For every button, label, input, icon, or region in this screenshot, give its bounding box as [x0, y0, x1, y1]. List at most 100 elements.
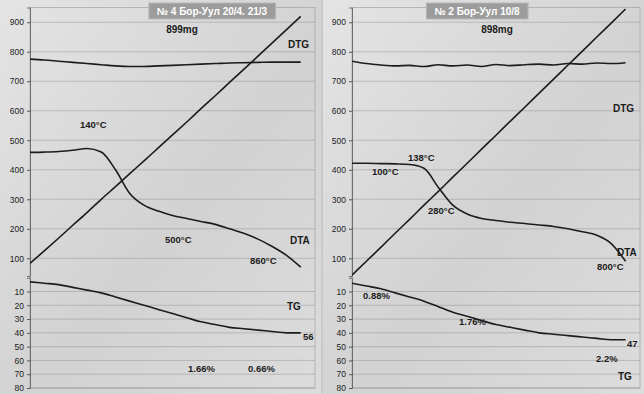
tick: 700 [10, 76, 30, 86]
series-label: TG [618, 371, 632, 382]
annotation: 500°C [165, 234, 192, 245]
tick-label: 200 [10, 224, 24, 234]
plot-area [352, 9, 626, 275]
grid-line [352, 305, 640, 306]
panel: 1002003004005006007008009001020304050607… [323, 0, 644, 394]
tick: 60 [15, 356, 30, 366]
tick-mark [349, 374, 352, 375]
grid-line [352, 291, 640, 292]
grid-line [30, 199, 315, 200]
grid-line [30, 291, 315, 292]
tick-label: 300 [332, 195, 346, 205]
tick-mark [27, 347, 30, 348]
panel: 1002003004005006007008009001020304050607… [0, 0, 321, 394]
grid-line [30, 319, 315, 320]
grid-line [352, 388, 640, 389]
tick-mark [27, 170, 30, 171]
tick-label: 10 [337, 287, 347, 297]
annotation: 100°C [372, 166, 399, 177]
tick-mark [349, 140, 352, 141]
tick: 200 [332, 224, 352, 234]
grid [30, 22, 315, 388]
series-label: TG [287, 301, 301, 312]
tick: 60 [337, 356, 352, 366]
tick-mark [349, 319, 352, 320]
tick-label: 60 [337, 356, 347, 366]
tick: 600 [332, 106, 352, 116]
panel-background [0, 0, 321, 394]
tick-mark [349, 170, 352, 171]
tick-label: 900 [10, 17, 24, 27]
tick-mark [349, 22, 352, 23]
tick-mark [27, 81, 30, 82]
tick: 500 [332, 135, 352, 145]
tick-mark [27, 388, 30, 389]
annotation: 140°C [80, 119, 107, 130]
tick-mark [349, 388, 352, 389]
title: № 2 Бор-Уул 10/8 [434, 6, 520, 17]
series-label: DTG [613, 103, 634, 114]
grid-line [352, 332, 640, 333]
annotation: 280°C [428, 205, 455, 216]
tick: 30 [337, 314, 352, 324]
panel-background [323, 0, 644, 394]
tick-label: 800 [332, 47, 346, 57]
plot-area [352, 283, 626, 340]
tick: 300 [10, 195, 30, 205]
title-box [426, 3, 528, 19]
tick-label: 30 [337, 314, 347, 324]
tick-label: 30 [15, 314, 25, 324]
grid-line [352, 199, 640, 200]
grid-line [352, 228, 640, 229]
grid-line [352, 51, 640, 52]
grid-line [30, 110, 315, 111]
grid-line [352, 81, 640, 82]
y-axis: 100200300400500600700800900 [10, 8, 31, 277]
tick: 10 [337, 287, 352, 297]
tick-mark [27, 258, 30, 259]
annotation: 1.76% [459, 316, 486, 327]
grid-line [30, 81, 315, 82]
tick-label: 70 [15, 369, 25, 379]
tick-mark [349, 111, 352, 112]
tick-label: 70 [337, 369, 347, 379]
annotation: 2.2% [596, 353, 618, 364]
series-line [30, 149, 301, 268]
tick-mark [349, 199, 352, 200]
tick-mark [27, 374, 30, 375]
tick-label: 100 [10, 254, 24, 264]
annotation: 0.88% [363, 290, 390, 301]
annotation: 800°C [597, 261, 624, 272]
series-line [352, 163, 626, 261]
series-line [30, 16, 301, 263]
tick-mark [349, 291, 352, 292]
tick-mark [27, 291, 30, 292]
grid-line [30, 51, 315, 52]
annotation: 1.66% [188, 363, 215, 374]
subtitle: 899mg [166, 24, 198, 35]
title: № 4 Бор-Уул 20/4. 21/3 [157, 6, 268, 17]
tick: 20 [15, 300, 30, 310]
tick-label: 400 [10, 165, 24, 175]
tick-label: 100 [332, 254, 346, 264]
y2-axis: 1020304050607080 [337, 278, 353, 393]
tick: 30 [15, 314, 30, 324]
tick: 10 [15, 287, 30, 297]
tick-mark [349, 333, 352, 334]
tick-label: 800 [10, 47, 24, 57]
tick: 200 [10, 224, 30, 234]
grid-line [352, 319, 640, 320]
tick: 40 [337, 328, 352, 338]
series-line [352, 283, 626, 340]
tick-label: 600 [10, 106, 24, 116]
annotation: 56 [303, 331, 314, 342]
tick: 20 [337, 300, 352, 310]
tick-label: 10 [15, 287, 25, 297]
tick-label: 40 [337, 328, 347, 338]
tick-label: 20 [337, 300, 347, 310]
annotation: 0.66% [248, 363, 275, 374]
grid-line [30, 360, 315, 361]
grid-line [30, 22, 315, 23]
title-group: № 4 Бор-Уул 20/4. 21/3 [149, 3, 276, 19]
axis-line [349, 8, 353, 277]
